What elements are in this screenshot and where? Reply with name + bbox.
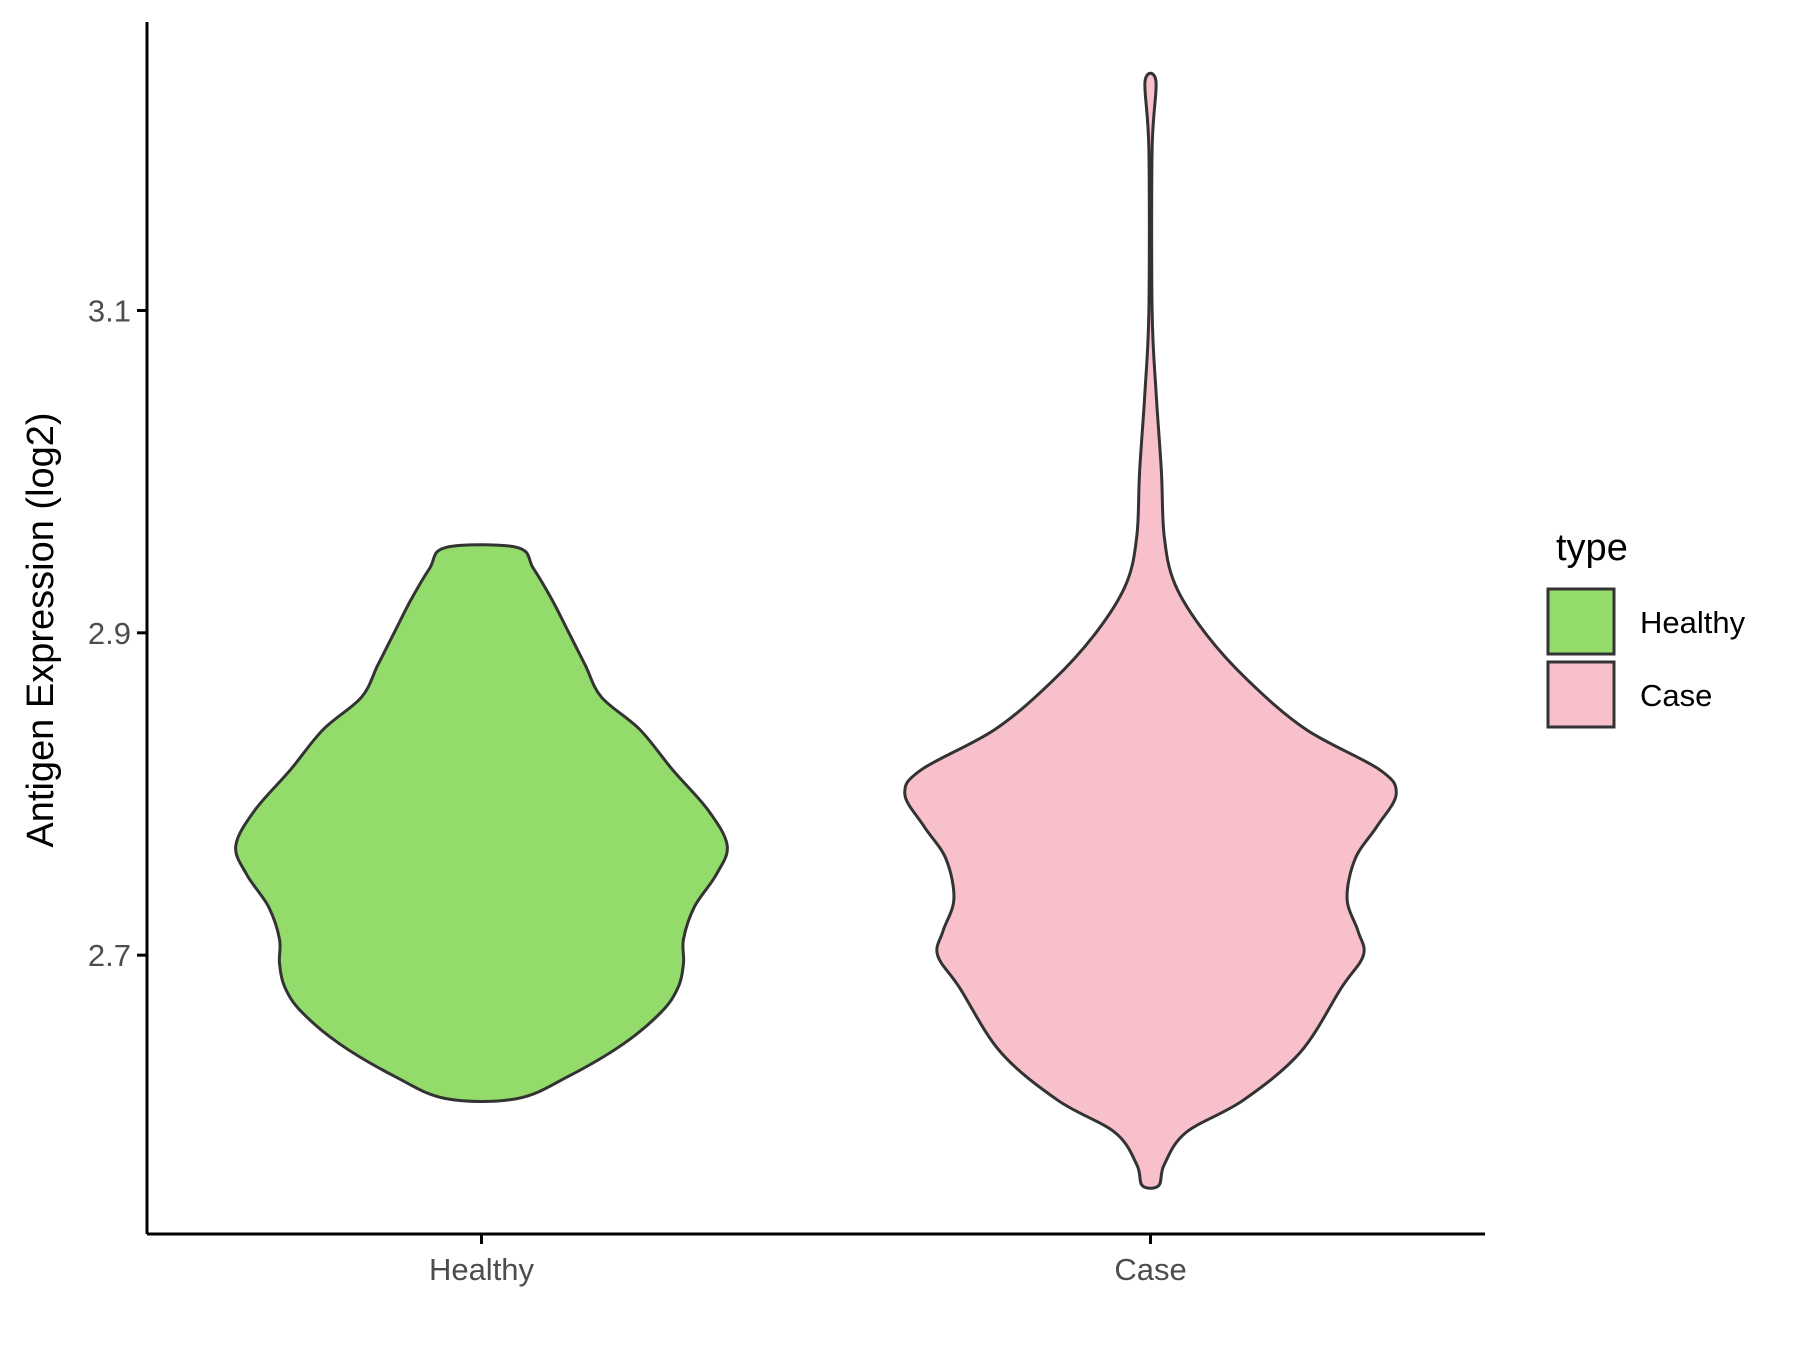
- violin-case: [903, 71, 1398, 1190]
- legend-title: type: [1556, 527, 1628, 569]
- y-tick-label: 3.1: [88, 293, 131, 328]
- legend-swatch-healthy: [1546, 587, 1616, 656]
- legend-label-healthy: Healthy: [1640, 605, 1746, 640]
- legend-swatch-case: [1546, 660, 1616, 729]
- legend-label-case: Case: [1640, 678, 1712, 713]
- violins-layer: [234, 71, 1398, 1190]
- y-axis-title: Antigen Expression (log2): [20, 412, 62, 847]
- y-tick-label: 2.9: [88, 616, 131, 651]
- y-ticks: 2.7 2.9 3.1: [88, 293, 147, 973]
- x-tick-label: Case: [1114, 1252, 1186, 1287]
- violin-healthy: [234, 543, 729, 1103]
- x-tick-label: Healthy: [429, 1252, 535, 1287]
- y-tick-label: 2.7: [88, 938, 131, 973]
- legend: type Healthy Case: [1546, 527, 1746, 729]
- x-ticks: Healthy Case: [429, 1234, 1187, 1287]
